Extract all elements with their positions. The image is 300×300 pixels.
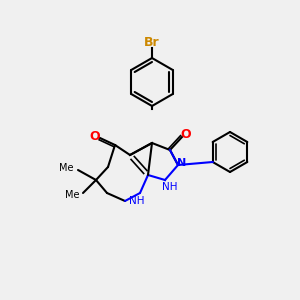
Text: NH: NH <box>129 196 145 206</box>
Text: N: N <box>177 158 187 168</box>
Text: Me: Me <box>65 190 80 200</box>
Text: O: O <box>181 128 191 142</box>
Text: Br: Br <box>144 35 160 49</box>
Text: O: O <box>90 130 100 142</box>
Text: NH: NH <box>162 182 178 192</box>
Text: Me: Me <box>58 163 73 173</box>
